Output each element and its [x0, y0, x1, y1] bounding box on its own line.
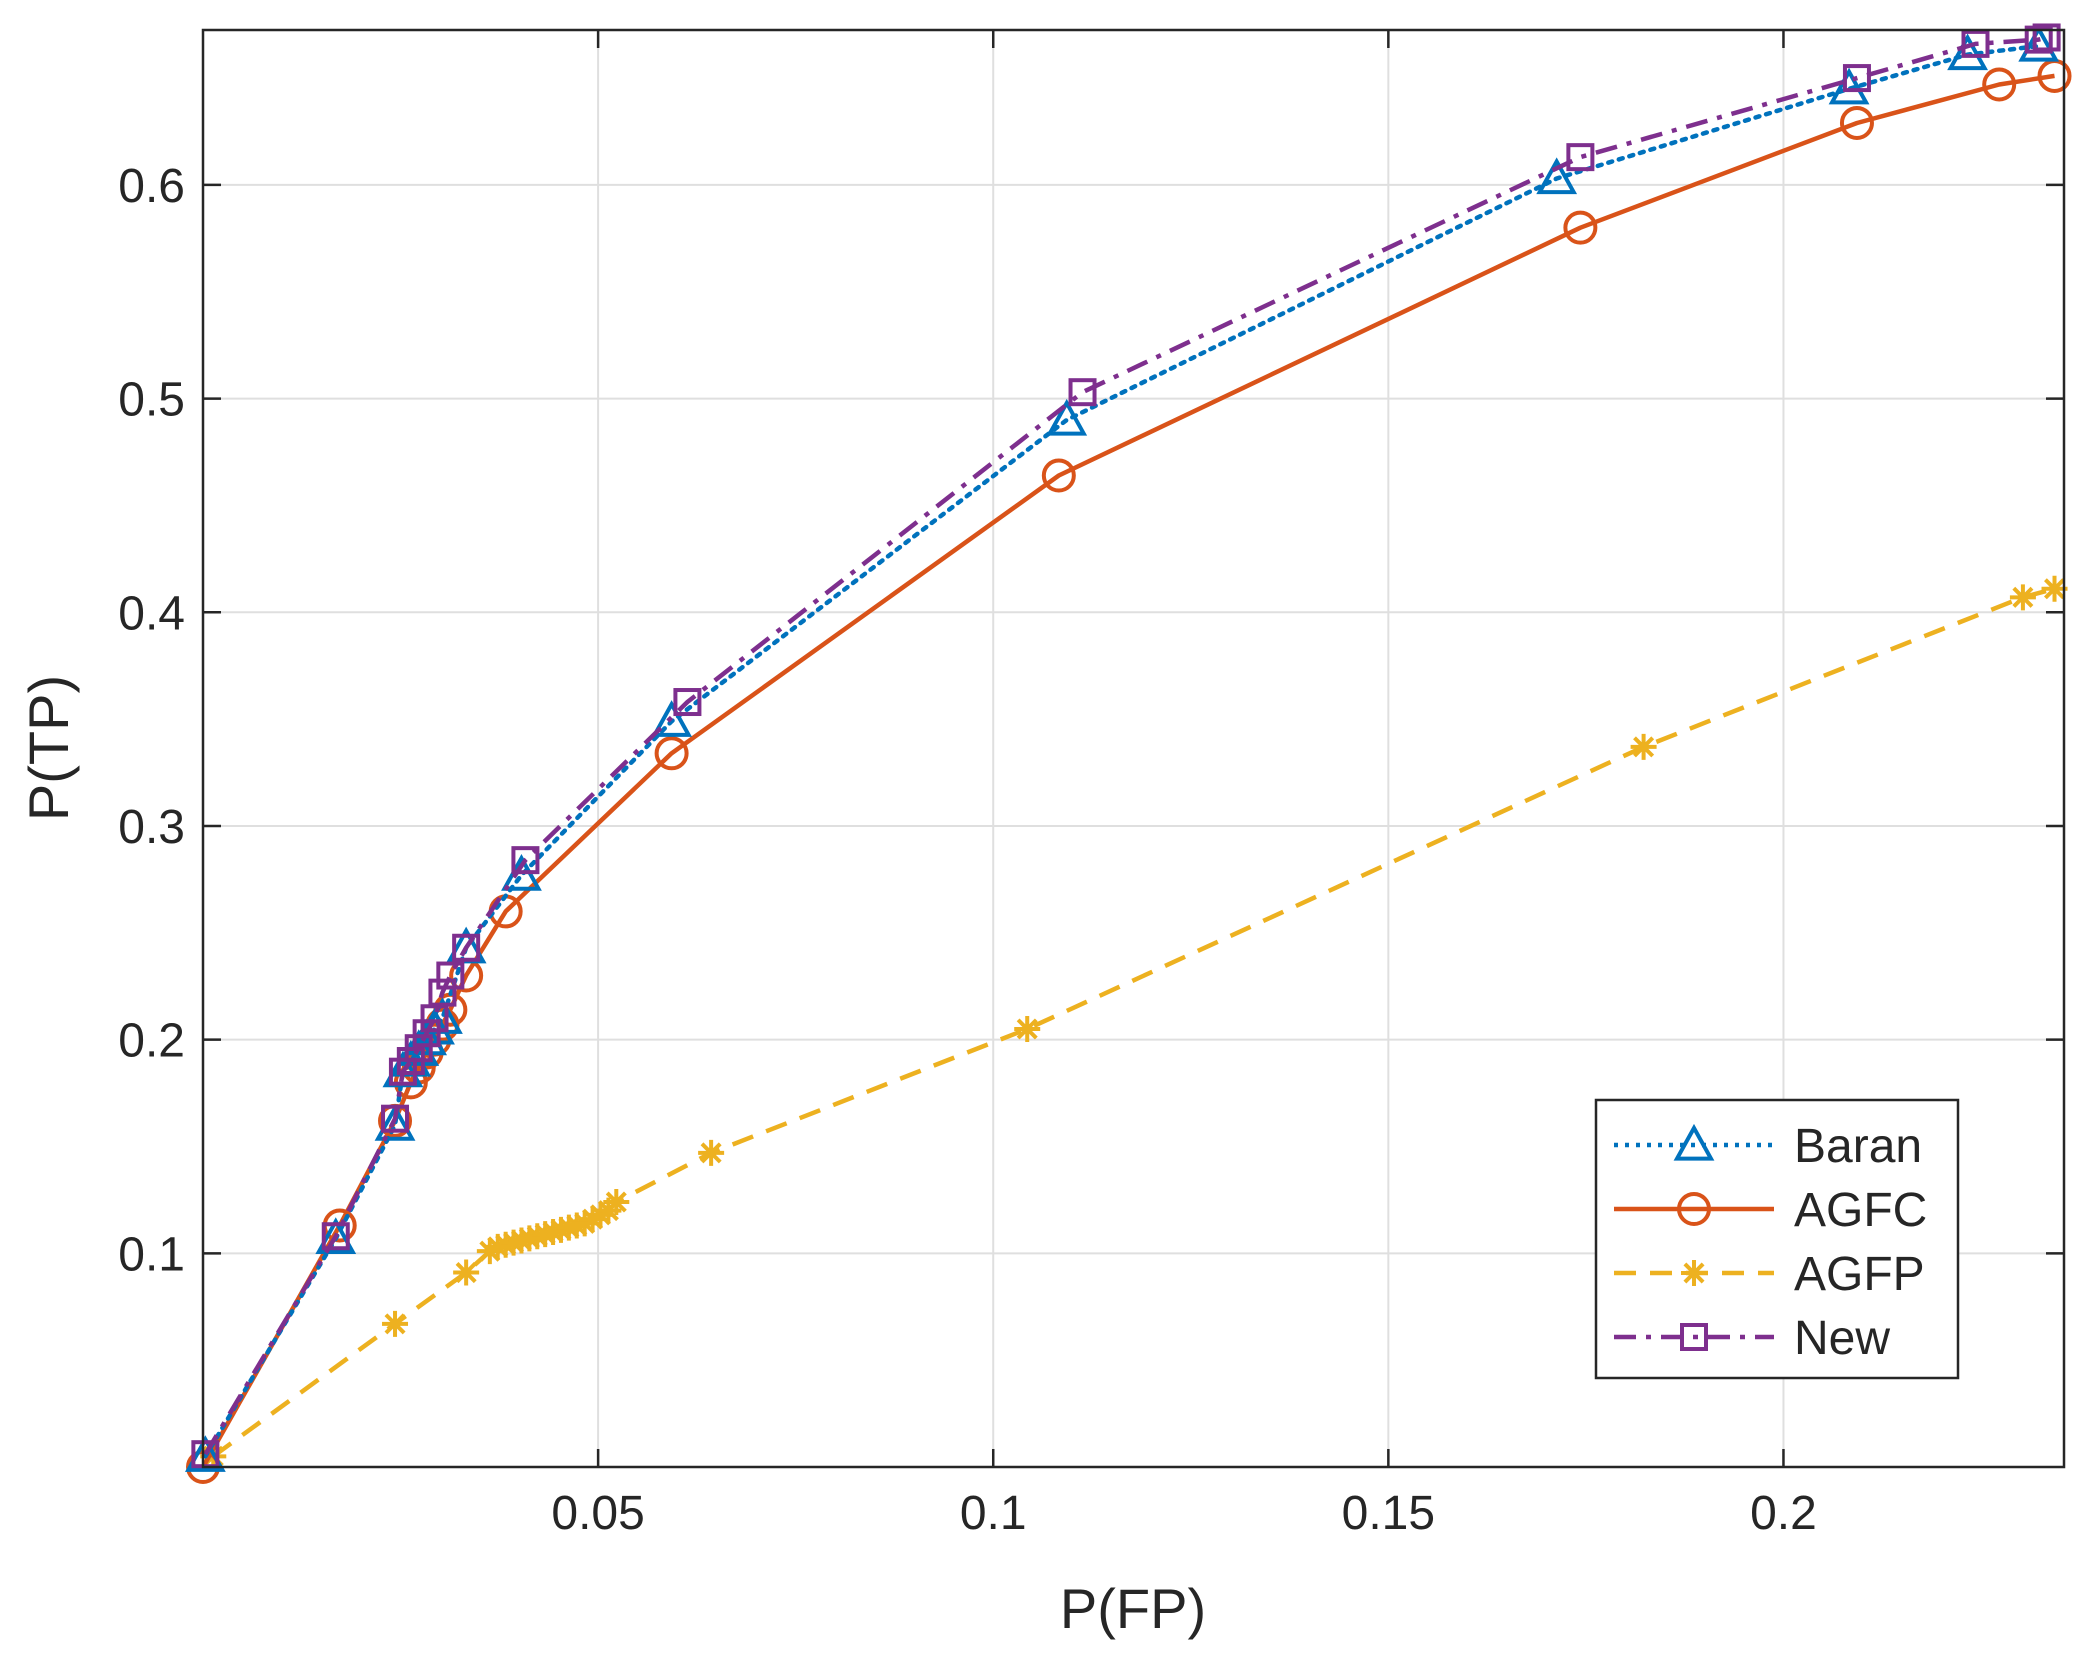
- data-point-baran: [1536, 157, 1578, 195]
- data-point-baran: [1947, 33, 1988, 71]
- data-point-agfp: [579, 1206, 606, 1233]
- data-point-agfp: [500, 1229, 527, 1256]
- data-point-agfc: [1563, 210, 1598, 245]
- data-point-new: [1961, 29, 1990, 58]
- legend-box: [1594, 1098, 1960, 1380]
- data-point-agfp: [492, 1231, 519, 1258]
- data-point-agfp: [1014, 1015, 1041, 1042]
- data-point-agfp: [453, 1259, 480, 1286]
- data-point-agfp: [547, 1216, 574, 1243]
- legend-marker: [1673, 1123, 1715, 1161]
- data-point-baran: [1046, 398, 1088, 436]
- legend-label: AGFC: [1794, 1184, 1927, 1237]
- data-point-agfp: [540, 1218, 567, 1245]
- y-tick-label: 0.2: [118, 1015, 185, 1068]
- y-tick-label: 0.3: [118, 801, 185, 854]
- data-point-new: [1566, 143, 1595, 172]
- x-axis-label: P(FP): [1060, 1577, 1206, 1640]
- data-point-agfp: [382, 1310, 409, 1337]
- data-point-agfp: [563, 1212, 590, 1239]
- x-tick-label: 0.15: [1342, 1487, 1435, 1540]
- legend-label: New: [1794, 1312, 1890, 1365]
- axis-ticks: 0.05 0.1 0.15 0.2 0.1 0.2 0.3 0.4 0.5 0.6: [118, 30, 2064, 1540]
- data-point-agfp: [2041, 575, 2068, 602]
- data-point-baran: [2018, 24, 2060, 62]
- data-point-new: [428, 978, 457, 1007]
- data-point-baran: [184, 1435, 226, 1472]
- legend-entry-agfc: AGFC: [1614, 1184, 1927, 1237]
- legend-entry-baran: Baran: [1614, 1120, 1922, 1173]
- data-point-agfc: [1982, 67, 2017, 102]
- data-point-agfp: [1630, 733, 1657, 760]
- data-point-agfp: [587, 1201, 614, 1228]
- data-point-agfp: [698, 1139, 725, 1166]
- data-point-baran: [651, 700, 693, 737]
- data-point-new: [673, 688, 702, 717]
- data-point-agfp: [484, 1233, 511, 1260]
- data-series: [184, 23, 2072, 1484]
- data-point-agfp: [508, 1227, 535, 1254]
- data-point-agfp: [532, 1221, 559, 1248]
- legend-marker: [1680, 1323, 1708, 1351]
- y-tick-label: 0.5: [118, 374, 185, 427]
- legend-marker: [1677, 1192, 1711, 1226]
- data-point-agfc: [654, 736, 689, 771]
- legend-entry-agfp: AGFP: [1614, 1248, 1925, 1301]
- x-tick-label: 0.1: [960, 1487, 1027, 1540]
- data-point-new: [511, 846, 540, 875]
- data-point-agfp: [603, 1189, 630, 1216]
- x-tick-label: 0.05: [551, 1487, 644, 1540]
- data-point-baran: [374, 1103, 416, 1141]
- y-tick-label: 0.6: [118, 160, 185, 213]
- data-point-baran: [315, 1217, 357, 1254]
- legend-label: AGFP: [1794, 1248, 1925, 1301]
- legend-marker: [1681, 1260, 1707, 1286]
- data-point-baran: [1828, 67, 1870, 105]
- data-point-agfp: [2009, 584, 2036, 611]
- data-point-agfp: [524, 1223, 551, 1250]
- data-point-new: [404, 1034, 433, 1063]
- legend-label: Baran: [1794, 1120, 1922, 1173]
- legend: Baran AGFC AGFP New: [1594, 1098, 1960, 1380]
- data-point-new: [2024, 25, 2053, 54]
- series-line-baran: [203, 43, 2041, 1459]
- data-point-agfc: [1839, 105, 1874, 140]
- axes-box: [201, 28, 2066, 1469]
- data-point-new: [452, 933, 481, 962]
- series-new: [191, 23, 2061, 1469]
- data-point-agfp: [555, 1214, 582, 1241]
- legend-entry-new: New: [1614, 1312, 1890, 1365]
- data-point-new: [381, 1104, 410, 1133]
- data-point-new: [436, 961, 465, 990]
- x-tick-label: 0.2: [1750, 1487, 1817, 1540]
- data-point-new: [412, 1019, 441, 1048]
- data-point-agfc: [1041, 458, 1076, 493]
- data-point-new: [2032, 23, 2061, 52]
- y-tick-label: 0.1: [118, 1228, 185, 1281]
- data-point-new: [1842, 64, 1871, 93]
- data-point-agfp: [516, 1225, 543, 1252]
- y-axis-label: P(TP): [17, 675, 80, 821]
- data-point-agfp: [571, 1210, 598, 1237]
- y-tick-label: 0.4: [118, 587, 185, 640]
- data-point-new: [321, 1222, 350, 1251]
- data-point-new: [1068, 378, 1097, 407]
- data-point-agfp: [476, 1238, 503, 1265]
